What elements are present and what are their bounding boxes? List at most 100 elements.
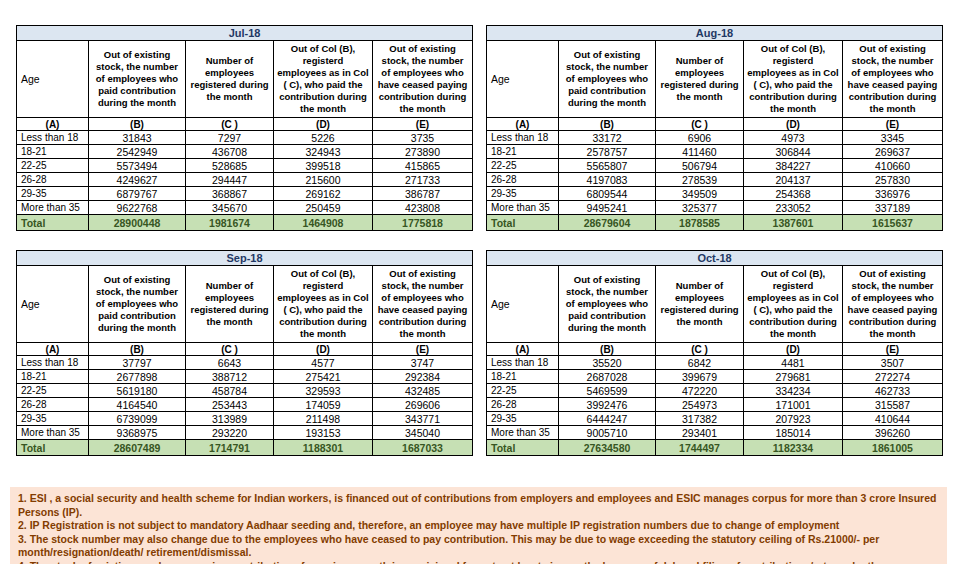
value-cell: 253443 — [186, 398, 274, 412]
total-value-cell: 1464908 — [274, 215, 373, 231]
value-cell: 254973 — [656, 398, 744, 412]
column-letter-c: (C ) — [186, 343, 274, 356]
value-cell: 423808 — [373, 201, 473, 215]
value-cell: 384227 — [744, 159, 843, 173]
age-group-cell: 26-28 — [17, 398, 89, 412]
table-row: Less than 1835520684244813507 — [487, 356, 943, 370]
value-cell: 396260 — [843, 426, 943, 440]
value-cell: 399679 — [656, 370, 744, 384]
table-row: 22-255469599472220334234462733 — [487, 384, 943, 398]
table-row: 22-255573494528685399518415865 — [17, 159, 473, 173]
age-group-cell: 18-21 — [487, 145, 559, 159]
value-cell: 5226 — [274, 131, 373, 145]
value-cell: 6879767 — [89, 187, 186, 201]
value-cell: 7297 — [186, 131, 274, 145]
table-row: 26-283992476254973171001315587 — [487, 398, 943, 412]
month-title: Aug-18 — [487, 26, 943, 41]
column-letter-b: (B) — [559, 118, 656, 131]
column-letter-a: (A) — [487, 343, 559, 356]
total-value-cell: 1687033 — [373, 440, 473, 456]
total-value-cell: 1744497 — [656, 440, 744, 456]
esic-monthly-report-page: Jul-18AgeOut of existing stock, the numb… — [0, 0, 954, 564]
table-row: 26-284197083278539204137257830 — [487, 173, 943, 187]
total-label-cell: Total — [487, 440, 559, 456]
value-cell: 272274 — [843, 370, 943, 384]
col-b-header: Out of existing stock, the number of emp… — [559, 266, 656, 343]
column-letter-b: (B) — [89, 118, 186, 131]
table-row: More than 359005710293401185014396260 — [487, 426, 943, 440]
value-cell: 33172 — [559, 131, 656, 145]
value-cell: 472220 — [656, 384, 744, 398]
table-row: 29-356879767368867269162386787 — [17, 187, 473, 201]
value-cell: 336976 — [843, 187, 943, 201]
table-row: 26-284249627294447215600271733 — [17, 173, 473, 187]
table-row: 18-212542949436708324943273890 — [17, 145, 473, 159]
value-cell: 6739099 — [89, 412, 186, 426]
table-row: 29-356809544349509254368336976 — [487, 187, 943, 201]
col-b-header: Out of existing stock, the number of emp… — [89, 41, 186, 118]
column-letter-d: (D) — [274, 343, 373, 356]
value-cell: 215600 — [274, 173, 373, 187]
value-cell: 294447 — [186, 173, 274, 187]
month-table-3: Sep-18AgeOut of existing stock, the numb… — [16, 250, 473, 456]
month-title: Sep-18 — [17, 251, 473, 266]
column-letter-d: (D) — [274, 118, 373, 131]
total-label-cell: Total — [17, 440, 89, 456]
table-row: 26-284164540253443174059269606 — [17, 398, 473, 412]
value-cell: 6842 — [656, 356, 744, 370]
value-cell: 6809544 — [559, 187, 656, 201]
column-letter-e: (E) — [373, 118, 473, 131]
col-d-header: Out of Col (B), registerd employees as i… — [744, 266, 843, 343]
total-value-cell: 1775818 — [373, 215, 473, 231]
column-letter-e: (E) — [843, 343, 943, 356]
value-cell: 293401 — [656, 426, 744, 440]
value-cell: 306844 — [744, 145, 843, 159]
age-group-cell: More than 35 — [487, 201, 559, 215]
table-row: 18-212677898388712275421292384 — [17, 370, 473, 384]
value-cell: 415865 — [373, 159, 473, 173]
table-row: Less than 1837797664345773747 — [17, 356, 473, 370]
month-table-2: Aug-18AgeOut of existing stock, the numb… — [486, 25, 943, 231]
age-group-cell: 22-25 — [487, 159, 559, 173]
age-group-cell: 22-25 — [17, 384, 89, 398]
value-cell: 269606 — [373, 398, 473, 412]
age-group-cell: Less than 18 — [487, 131, 559, 145]
total-row: Total27634580174449711823341861005 — [487, 440, 943, 456]
col-c-header: Number of employees registered during th… — [186, 266, 274, 343]
col-b-header: Out of existing stock, the number of emp… — [89, 266, 186, 343]
value-cell: 4197083 — [559, 173, 656, 187]
column-letter-a: (A) — [17, 343, 89, 356]
table-row: More than 359495241325377233052337189 — [487, 201, 943, 215]
value-cell: 9495241 — [559, 201, 656, 215]
total-label-cell: Total — [487, 215, 559, 231]
age-group-cell: Less than 18 — [17, 131, 89, 145]
column-letter-c: (C ) — [656, 343, 744, 356]
value-cell: 388712 — [186, 370, 274, 384]
value-cell: 506794 — [656, 159, 744, 173]
age-group-cell: Less than 18 — [17, 356, 89, 370]
value-cell: 324943 — [274, 145, 373, 159]
value-cell: 292384 — [373, 370, 473, 384]
value-cell: 436708 — [186, 145, 274, 159]
age-group-cell: 26-28 — [17, 173, 89, 187]
value-cell: 273890 — [373, 145, 473, 159]
value-cell: 343771 — [373, 412, 473, 426]
col-b-header: Out of existing stock, the number of emp… — [559, 41, 656, 118]
value-cell: 35520 — [559, 356, 656, 370]
table-row: 22-255619180458784329593432485 — [17, 384, 473, 398]
value-cell: 528685 — [186, 159, 274, 173]
col-c-header: Number of employees registered during th… — [656, 266, 744, 343]
value-cell: 3507 — [843, 356, 943, 370]
table-row: 22-255565807506794384227410660 — [487, 159, 943, 173]
table-row: 29-356444247317382207923410644 — [487, 412, 943, 426]
column-letter-b: (B) — [89, 343, 186, 356]
col-c-header: Number of employees registered during th… — [186, 41, 274, 118]
column-letter-d: (D) — [744, 343, 843, 356]
value-cell: 3747 — [373, 356, 473, 370]
value-cell: 171001 — [744, 398, 843, 412]
value-cell: 4249627 — [89, 173, 186, 187]
table-row: 18-212578757411460306844269637 — [487, 145, 943, 159]
age-group-cell: 29-35 — [487, 187, 559, 201]
value-cell: 193153 — [274, 426, 373, 440]
value-cell: 4164540 — [89, 398, 186, 412]
